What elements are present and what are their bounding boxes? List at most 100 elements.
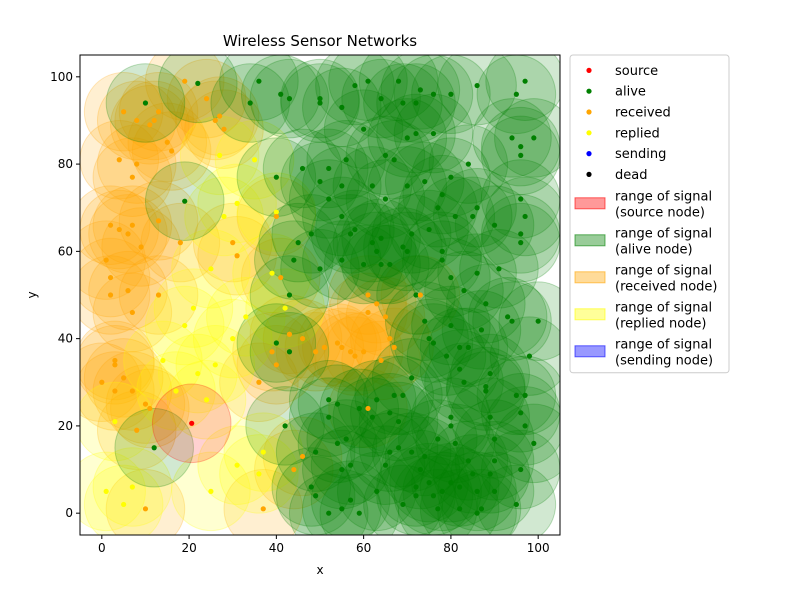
node-point-alive [457, 506, 463, 512]
node-point-alive [435, 205, 441, 211]
legend-label: source [615, 64, 658, 79]
legend-label-line: (received node) [615, 279, 717, 294]
node-point-received [321, 344, 327, 350]
node-point-received [212, 117, 218, 124]
node-point-received [134, 427, 140, 433]
node-point-alive [457, 366, 463, 372]
node-point-alive [339, 466, 345, 473]
signal-range-received [223, 469, 304, 535]
node-point-alive [518, 144, 524, 150]
node-point-alive [452, 440, 458, 446]
node-point-alive [339, 257, 345, 263]
node-point-received [387, 336, 393, 342]
node-point-alive [400, 100, 406, 106]
node-point-alive [518, 231, 524, 237]
node-point-received [273, 362, 279, 368]
node-point-alive [448, 274, 454, 281]
node-point-received [129, 222, 135, 228]
node-point-received [164, 139, 170, 145]
x-tick-label: 80 [443, 541, 458, 555]
node-point-received [361, 349, 367, 355]
node-point-received [155, 292, 162, 298]
node-point-received [299, 453, 306, 460]
node-point-alive [369, 240, 375, 246]
node-point-received [217, 113, 223, 119]
node-point-alive [413, 493, 419, 499]
signal-range-alive [476, 464, 557, 535]
node-point-replied [234, 200, 240, 206]
node-point-received [129, 174, 135, 180]
node-point-alive [465, 161, 471, 167]
node-point-received [129, 388, 135, 394]
node-point-received [155, 109, 162, 115]
node-point-alive [518, 152, 524, 158]
node-point-replied [182, 322, 188, 329]
node-point-received [382, 314, 389, 320]
node-point-alive [347, 231, 354, 237]
node-point-alive [347, 462, 354, 468]
node-point-received [352, 353, 358, 359]
legend-marker [586, 109, 592, 115]
node-point-alive [483, 384, 489, 390]
signal-range-received [80, 220, 146, 300]
node-point-alive [531, 135, 537, 141]
node-point-alive [413, 292, 419, 298]
node-point-alive [422, 178, 428, 185]
node-point-received [125, 288, 131, 294]
legend-label: range of signal (replied node) [615, 300, 712, 331]
node-point-received [138, 244, 144, 250]
node-point-replied [208, 266, 214, 272]
node-point-alive [531, 440, 537, 446]
node-point-replied [282, 305, 288, 311]
node-point-received [365, 405, 371, 412]
node-point-received [121, 375, 127, 381]
x-axis: 0 20 40 60 80 100 [98, 535, 550, 555]
node-point-alive [326, 510, 332, 516]
node-point-alive [326, 414, 332, 420]
node-point-alive [526, 353, 533, 359]
node-point-alive [317, 96, 323, 102]
node-point-received [112, 388, 118, 394]
node-point-alive [457, 344, 463, 350]
node-point-alive [308, 484, 314, 490]
node-point-alive [518, 240, 524, 246]
node-point-received [112, 362, 118, 368]
node-point-received [116, 226, 122, 233]
node-point-alive [273, 340, 279, 346]
node-point-alive [404, 248, 410, 254]
node-point-alive [400, 392, 406, 398]
node-point-received [134, 161, 140, 167]
node-point-received [273, 213, 279, 220]
node-point-replied [221, 213, 227, 220]
node-point-replied [121, 501, 127, 508]
node-point-alive [409, 375, 415, 381]
node-point-alive [435, 506, 441, 512]
node-point-alive [430, 130, 437, 137]
node-point-alive [391, 392, 397, 398]
signal-range-alive [437, 473, 517, 535]
node-point-alive [313, 449, 319, 455]
node-point-alive [387, 410, 393, 416]
chart-title: Wireless Sensor Networks [223, 32, 417, 50]
signal-range-alive [494, 98, 560, 178]
node-point-alive [308, 231, 314, 237]
node-point-alive [478, 506, 485, 512]
node-point-received [112, 357, 118, 364]
node-point-alive [474, 270, 480, 276]
node-point-received [234, 253, 240, 259]
node-point-replied [112, 418, 118, 425]
node-point-alive [422, 453, 428, 460]
node-point-alive [491, 436, 498, 442]
node-point-alive [413, 130, 419, 137]
node-point-alive [382, 196, 389, 202]
node-point-alive [465, 344, 471, 350]
node-point-alive [470, 213, 476, 220]
node-point-alive [439, 192, 445, 198]
node-point-received [391, 344, 397, 350]
node-point-received [365, 292, 371, 298]
node-point-alive [417, 87, 423, 93]
node-point-alive [426, 226, 432, 233]
legend-label: sending [615, 147, 666, 162]
